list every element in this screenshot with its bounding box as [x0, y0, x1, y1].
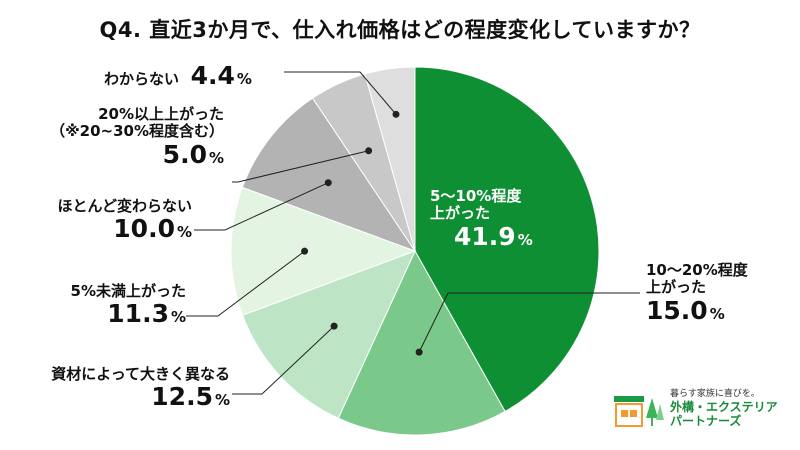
- leader-line: [194, 182, 329, 231]
- slice-under-5-percent: [230, 186, 417, 316]
- label-5-10-percent: 5～10%程度 上がった 41.9%: [430, 187, 533, 251]
- label-unknown: わからない 4.4%: [104, 61, 252, 90]
- leader-dot: [324, 179, 332, 187]
- chart-title: Q4. 直近3か月で、仕入れ価格はどの程度変化していますか？: [99, 18, 701, 42]
- leader-dot: [330, 322, 338, 330]
- label-varies: 資材によって大きく異なる 12.5%: [51, 365, 230, 412]
- leader-dot: [392, 110, 400, 118]
- label-over-20-percent: 20%以上上がった （※20~30%程度含む） 5.0%: [50, 105, 224, 169]
- logo-tagline: 暮らす家族に喜びを。: [670, 389, 760, 399]
- slice-no-change: [241, 97, 417, 253]
- slice-5-10-percent: [414, 66, 600, 413]
- leader-line: [186, 250, 305, 317]
- leader-line: [418, 292, 640, 353]
- leader-line: [232, 325, 335, 395]
- logo-brand: 外構・エクステリア パートナーズ: [670, 400, 778, 429]
- label-no-change: ほとんど変わらない 10.0%: [57, 197, 192, 244]
- house-tree-icon: [614, 396, 664, 427]
- slice-unknown: [364, 66, 416, 252]
- label-under-5-percent: 5%未満上がった 11.3%: [70, 282, 186, 329]
- slice-10-20-percent: [337, 249, 506, 436]
- leader-dot: [365, 147, 373, 155]
- label-10-20-percent: 10～20%程度 上がった 15.0%: [646, 261, 748, 325]
- leader-line: [284, 71, 397, 115]
- leader-dot: [415, 348, 423, 356]
- brand-logo: 暮らす家族に喜びを。 外構・エクステリア パートナーズ: [612, 386, 792, 434]
- leader-dot: [301, 247, 309, 255]
- leader-line: [232, 150, 369, 183]
